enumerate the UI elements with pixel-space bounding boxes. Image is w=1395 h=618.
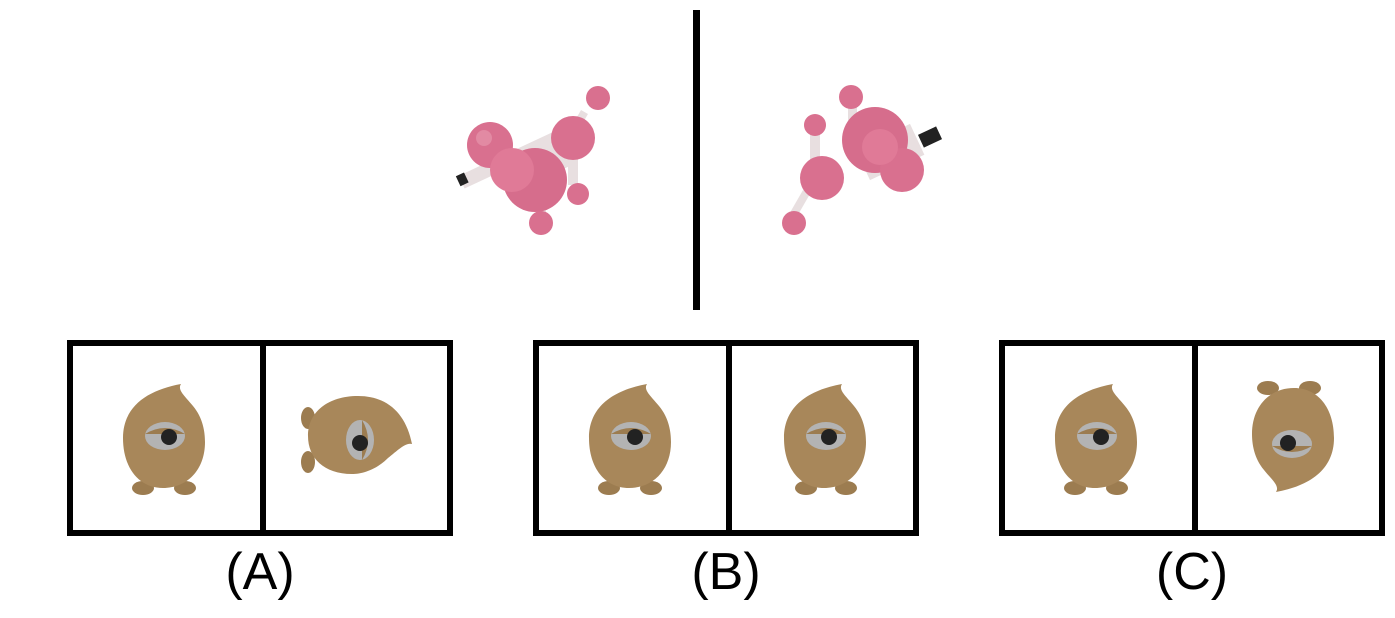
option-c-right-view <box>1198 346 1385 530</box>
option-b-panel[interactable] <box>533 340 919 536</box>
option-a-panel[interactable] <box>67 340 453 536</box>
option-b-right-view <box>732 346 919 530</box>
option-a-divider <box>260 346 266 530</box>
reference-object-right-view <box>782 85 943 235</box>
option-c-left-view <box>1005 346 1192 530</box>
creature-rotated-icon <box>301 396 412 474</box>
option-a-right-view <box>266 346 453 530</box>
creature-front-icon <box>123 384 205 495</box>
creature-upside-down-icon <box>1252 381 1334 492</box>
reference-object-left-view <box>455 86 610 235</box>
creature-front-icon <box>589 384 671 495</box>
option-c-label: (C) <box>1155 543 1229 601</box>
option-b-left-view <box>539 346 726 530</box>
option-c-panel[interactable] <box>999 340 1385 536</box>
creature-front-icon <box>1055 384 1137 495</box>
creature-front-icon <box>784 384 866 495</box>
option-b-label: (B) <box>691 543 761 601</box>
option-a-label: (A) <box>225 543 295 601</box>
vertical-divider <box>693 10 700 310</box>
option-a-left-view <box>73 346 260 530</box>
option-c-divider <box>1192 346 1198 530</box>
option-b-divider <box>726 346 732 530</box>
